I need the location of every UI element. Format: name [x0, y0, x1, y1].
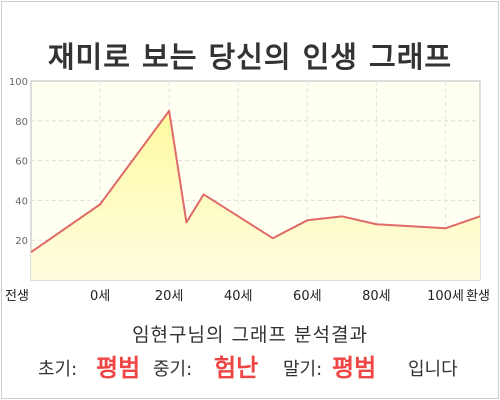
x-tick-label: 80세: [362, 289, 391, 304]
y-tick-label: 80: [15, 117, 28, 128]
y-tick-label: 100: [9, 77, 28, 88]
y-tick-label: 40: [15, 196, 28, 207]
y-tick-label: 60: [15, 157, 28, 168]
x-tick-label: 환생: [466, 289, 490, 304]
x-tick-label: 60세: [293, 289, 322, 304]
middle-value: 험난: [214, 354, 259, 382]
x-tick-label: 40세: [224, 289, 253, 304]
x-tick-label: 20세: [155, 289, 184, 304]
chart-title: 재미로 보는 당신의 인생 그래프: [47, 40, 453, 74]
early-value: 평범: [96, 354, 141, 382]
middle-label: 중기:: [153, 359, 193, 380]
late-label: 말기:: [283, 359, 323, 380]
life-area-fill: [31, 110, 480, 280]
x-tick-label: 100세: [427, 289, 464, 304]
x-tick-label: 전생: [5, 289, 29, 304]
x-tick-label: 0세: [90, 289, 110, 304]
life-line: [30, 109, 481, 253]
analysis-verdict: 초기: 평범 중기: 험난 말기: 평범 입니다: [0, 347, 500, 382]
late-value: 평범: [332, 354, 377, 382]
analysis-subtitle: 임현구님의 그래프 분석결과: [132, 324, 368, 346]
verdict-ending: 입니다: [408, 359, 458, 380]
early-label: 초기:: [38, 359, 78, 380]
y-tick-label: 20: [15, 236, 28, 247]
